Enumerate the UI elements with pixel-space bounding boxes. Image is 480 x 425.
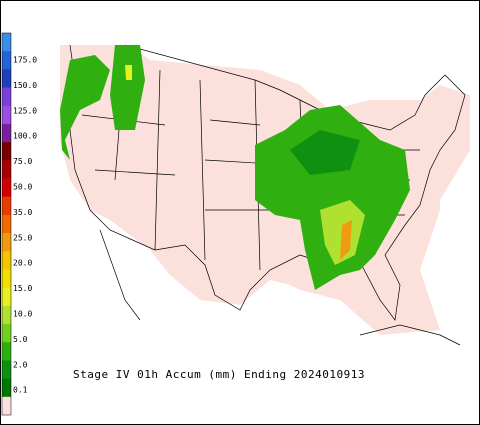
legend-swatch (2, 87, 11, 107)
precip-area (60, 55, 110, 160)
legend-frame (1, 32, 12, 416)
legend-label: 150.0 (13, 81, 37, 90)
precip-areas (60, 45, 410, 290)
legend-label: 35.0 (13, 208, 32, 217)
legend-swatch (2, 305, 11, 325)
legend: 175.0 150.0 125.0 100.0 75.0 50.0 35.0 25.0 20.0… (1, 32, 37, 416)
legend-swatch (2, 160, 11, 179)
legend-swatch (2, 287, 11, 307)
legend-label: 125.0 (13, 106, 37, 115)
legend-swatch (2, 196, 11, 216)
legend-swatch (2, 123, 11, 143)
legend-swatch (2, 105, 11, 125)
legend-swatch (2, 178, 11, 198)
legend-swatch (2, 142, 11, 161)
baja-outline (99, 229, 141, 321)
legend-label: 15.0 (13, 284, 32, 293)
legend-label: 20.0 (13, 259, 32, 268)
legend-label: 50.0 (13, 183, 32, 192)
legend-label: 75.0 (13, 157, 32, 166)
legend-swatch (2, 324, 11, 343)
legend-swatch (2, 396, 11, 416)
legend-swatch (2, 269, 11, 288)
precip-area (110, 45, 145, 130)
legend-swatch (2, 69, 11, 88)
legend-swatch (2, 378, 11, 398)
legend-label: 100.0 (13, 132, 37, 141)
legend-label: 25.0 (13, 233, 32, 242)
legend-swatch (2, 214, 11, 234)
legend-label: 10.0 (13, 310, 32, 319)
precip-area (340, 220, 352, 260)
legend-swatch (2, 342, 11, 361)
legend-swatch (2, 51, 11, 70)
legend-swatch (2, 33, 11, 52)
legend-swatch (2, 251, 11, 270)
legend-label: 175.0 (13, 56, 37, 65)
legend-label: 0.1 (13, 386, 28, 395)
legend-swatch (2, 233, 11, 252)
caribbean-outline (359, 324, 461, 346)
legend-label: 5.0 (13, 335, 28, 344)
legend-swatch (2, 360, 11, 379)
precip-area (125, 65, 132, 80)
caption: Stage IV 01h Accum (mm) Ending 202401091… (73, 368, 365, 381)
precip-area (290, 130, 360, 175)
legend-label: 2.0 (13, 360, 28, 369)
